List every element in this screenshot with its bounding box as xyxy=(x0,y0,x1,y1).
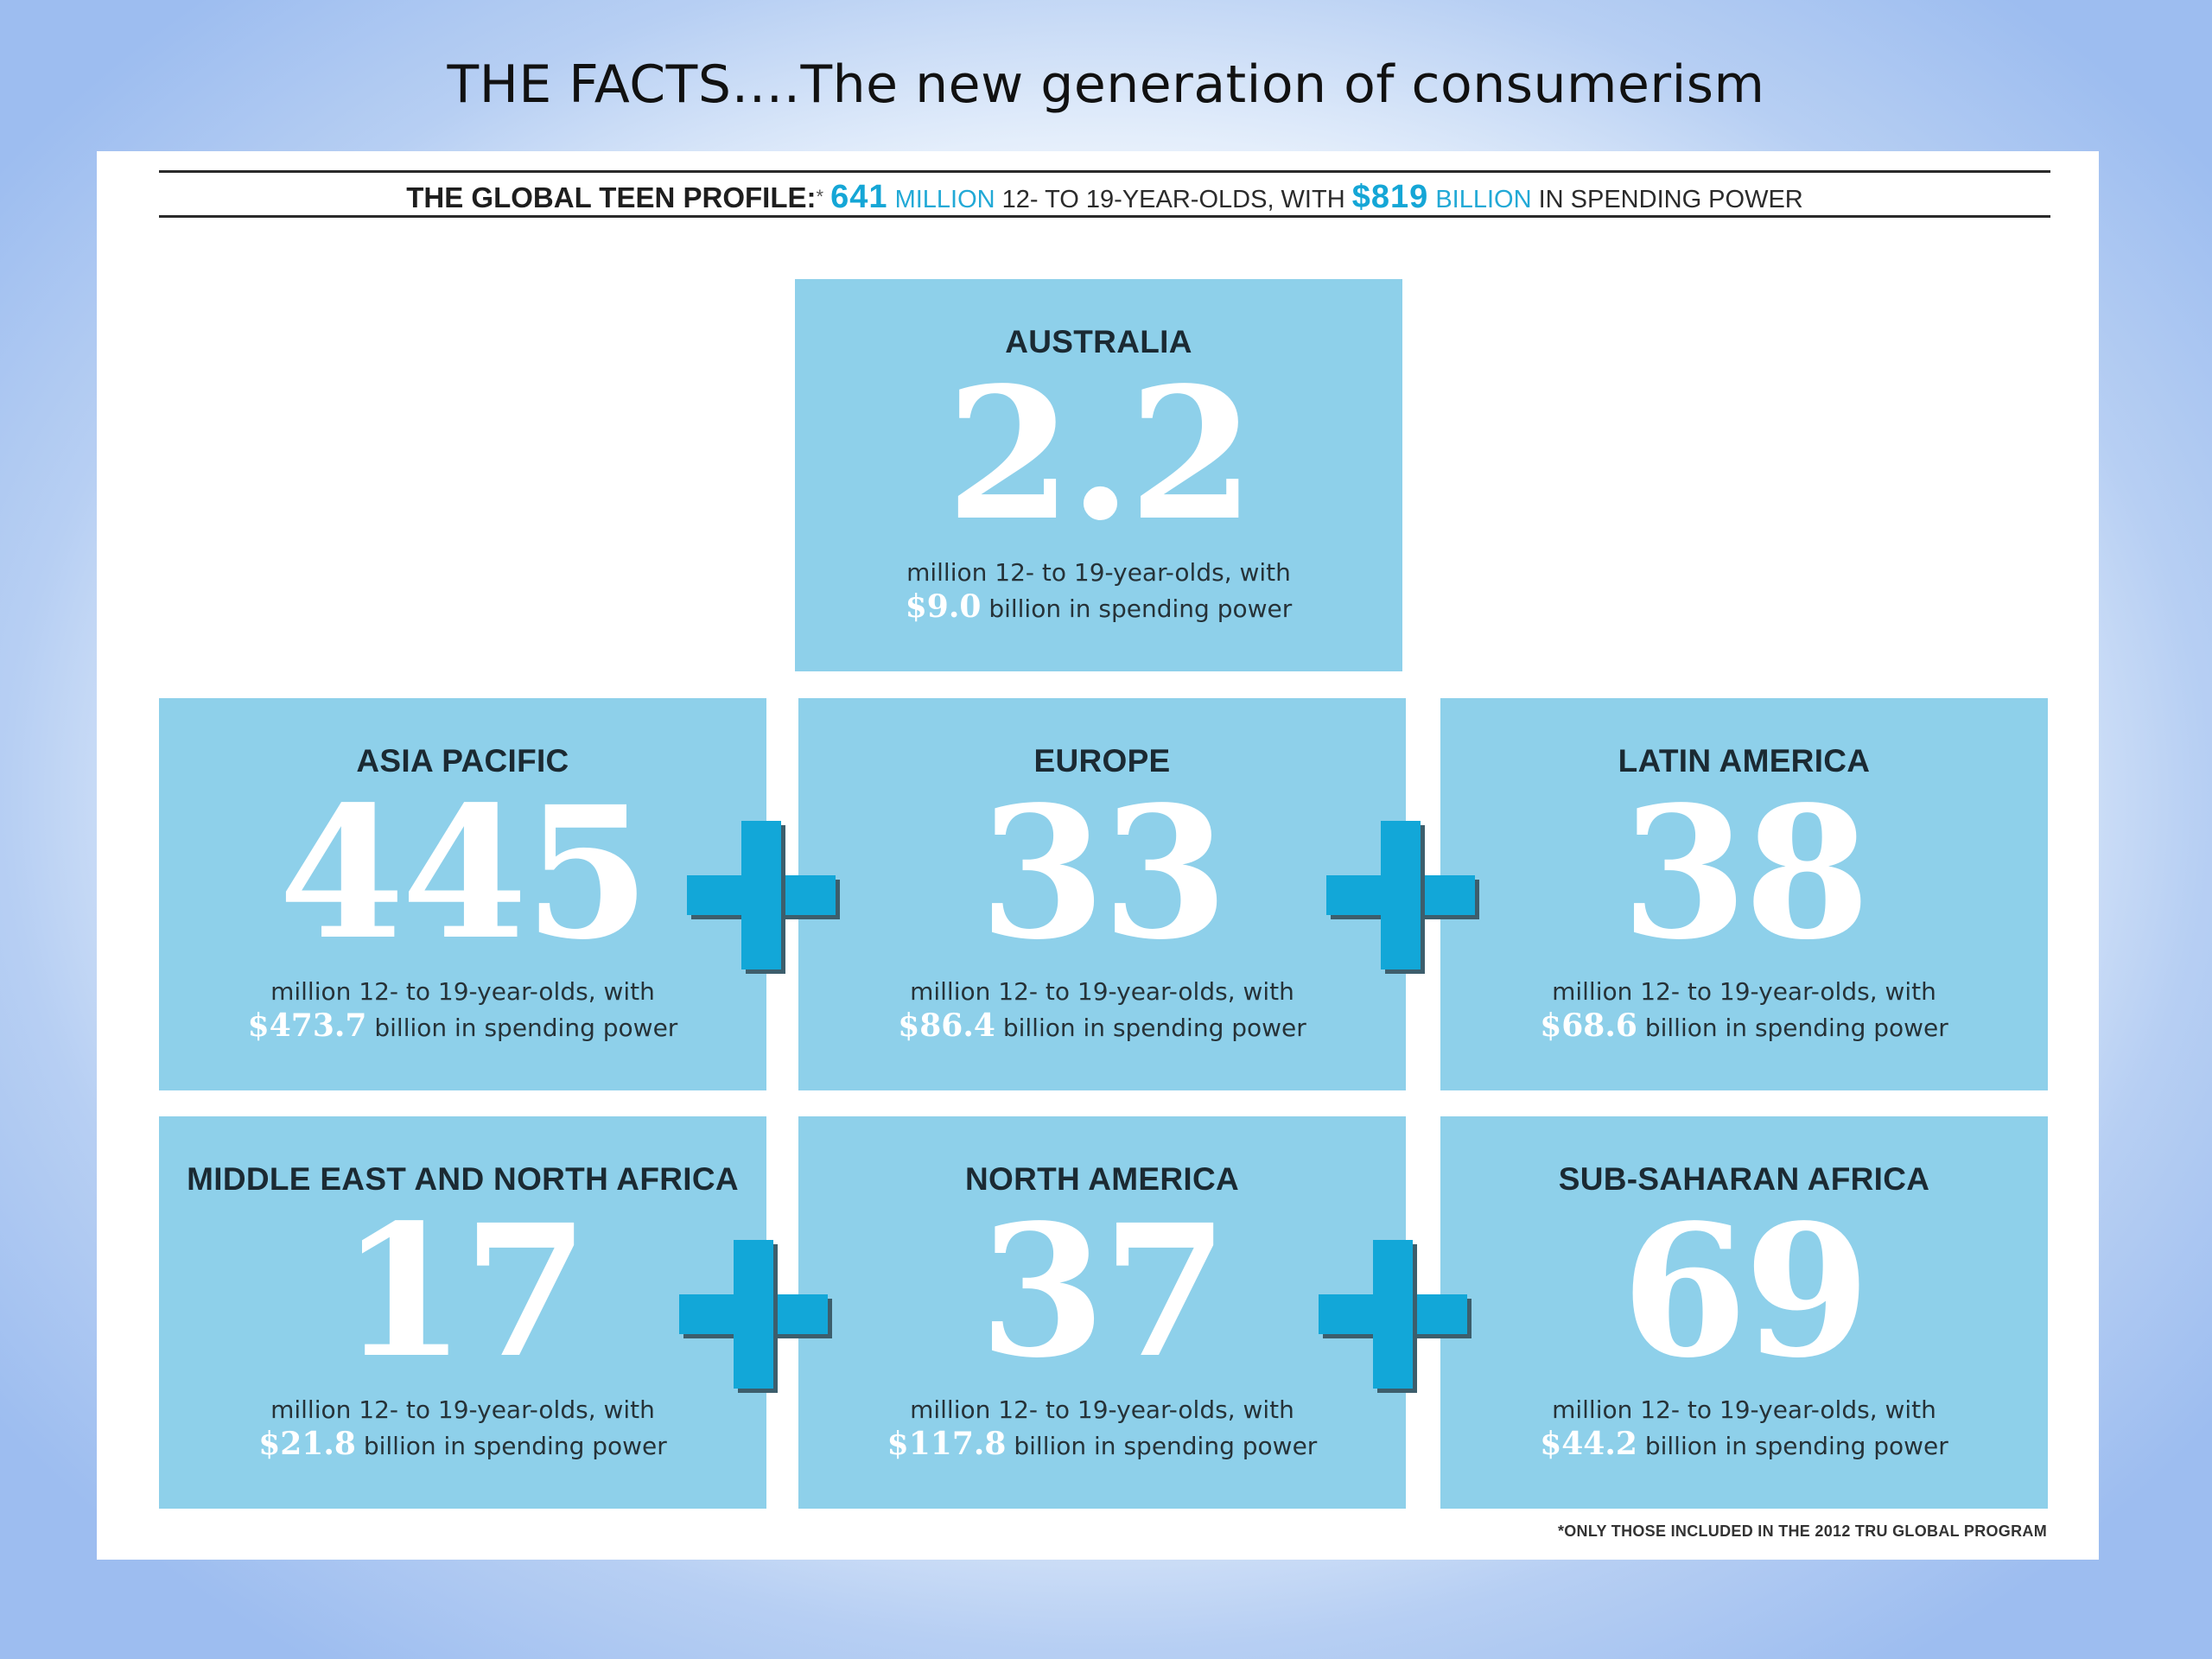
region-teen-millions: 69 xyxy=(1621,1185,1870,1398)
region-name: SUB-SAHARAN AFRICA xyxy=(1558,1161,1930,1197)
region-name: MIDDLE EAST AND NORTH AFRICA xyxy=(187,1161,739,1197)
region-tile-middle-east-north-africa: MIDDLE EAST AND NORTH AFRICA 17 million … xyxy=(159,1116,766,1509)
region-tile-north-america: NORTH AMERICA 37 million 12- to 19-year-… xyxy=(798,1116,1406,1509)
region-tile-australia: AUSTRALIA 2.2 million 12- to 19-year-old… xyxy=(795,279,1402,671)
region-name: NORTH AMERICA xyxy=(964,1161,1239,1197)
region-teen-millions: 2.2 xyxy=(945,347,1255,561)
region-spending-caption: billion in spending power xyxy=(1644,1014,1948,1042)
region-name: EUROPE xyxy=(1033,743,1171,779)
region-name: ASIA PACIFIC xyxy=(356,743,569,779)
plus-icon xyxy=(687,821,841,975)
region-name: AUSTRALIA xyxy=(1005,324,1192,359)
region-teen-millions: 37 xyxy=(979,1185,1228,1398)
region-spending-caption: billion in spending power xyxy=(1644,1432,1948,1460)
region-teen-caption: million 12- to 19-year-olds, with xyxy=(1552,977,1936,1006)
headline-spend-desc: IN SPENDING POWER xyxy=(1538,186,1803,213)
plus-icon xyxy=(1326,821,1480,975)
region-tile-latin-america: LATIN AMERICA 38 million 12- to 19-year-… xyxy=(1440,698,2048,1090)
headline-asterisk: * xyxy=(816,186,824,207)
region-spending-amount: $86.4 xyxy=(898,1007,995,1044)
region-teen-caption: million 12- to 19-year-olds, with xyxy=(1552,1395,1936,1424)
headline-spend-amount: $819 xyxy=(1351,179,1429,215)
region-spending-amount: $44.2 xyxy=(1540,1426,1637,1462)
headline-teens-desc: 12- TO 19-YEAR-OLDS, WITH xyxy=(1001,186,1345,213)
region-teen-caption: million 12- to 19-year-olds, with xyxy=(270,1395,655,1424)
region-spending: $473.7 billion in spending power xyxy=(159,1007,766,1044)
region-spending-amount: $473.7 xyxy=(247,1007,367,1044)
slide-title: THE FACTS….The new generation of consume… xyxy=(447,54,1765,115)
region-tile-europe: EUROPE 33 million 12- to 19-year-olds, w… xyxy=(798,698,1406,1090)
region-spending: $68.6 billion in spending power xyxy=(1440,1007,2048,1044)
region-spending-caption: billion in spending power xyxy=(363,1432,667,1460)
region-spending-caption: billion in spending power xyxy=(988,594,1293,623)
region-teen-millions: 33 xyxy=(979,766,1228,980)
region-tile-asia-pacific: ASIA PACIFIC 445 million 12- to 19-year-… xyxy=(159,698,766,1090)
region-spending-amount: $117.8 xyxy=(887,1426,1007,1462)
region-teen-millions: 445 xyxy=(278,766,650,980)
region-spending: $117.8 billion in spending power xyxy=(798,1426,1406,1462)
bottom-rule xyxy=(159,215,2050,218)
infographic-panel: THE GLOBAL TEEN PROFILE:* 641 MILLION 12… xyxy=(97,151,2099,1560)
region-teen-caption: million 12- to 19-year-olds, with xyxy=(910,1395,1294,1424)
region-spending-caption: billion in spending power xyxy=(1002,1014,1306,1042)
region-spending-amount: $68.6 xyxy=(1540,1007,1637,1044)
region-teen-caption: million 12- to 19-year-olds, with xyxy=(270,977,655,1006)
plus-icon xyxy=(679,1240,833,1394)
region-teen-caption: million 12- to 19-year-olds, with xyxy=(910,977,1294,1006)
region-teen-millions: 17 xyxy=(340,1185,588,1398)
region-teen-caption: million 12- to 19-year-olds, with xyxy=(906,558,1291,587)
headline-teens-unit: MILLION xyxy=(894,186,995,213)
region-spending-amount: $9.0 xyxy=(905,588,982,625)
region-spending-caption: billion in spending power xyxy=(1014,1432,1318,1460)
region-teen-millions: 38 xyxy=(1621,766,1870,980)
region-name: LATIN AMERICA xyxy=(1618,743,1871,779)
headline-lead: THE GLOBAL TEEN PROFILE: xyxy=(406,181,817,213)
region-spending: $21.8 billion in spending power xyxy=(159,1426,766,1462)
region-tile-sub-saharan-africa: SUB-SAHARAN AFRICA 69 million 12- to 19-… xyxy=(1440,1116,2048,1509)
region-spending-caption: billion in spending power xyxy=(374,1014,678,1042)
headline-teens-count: 641 xyxy=(830,179,888,215)
region-spending: $9.0 billion in spending power xyxy=(795,588,1402,625)
footnote: *ONLY THOSE INCLUDED IN THE 2012 TRU GLO… xyxy=(1557,1522,2047,1540)
headline-spend-unit: BILLION xyxy=(1435,186,1532,213)
region-spending: $44.2 billion in spending power xyxy=(1440,1426,2048,1462)
plus-icon xyxy=(1319,1240,1472,1394)
region-spending-amount: $21.8 xyxy=(258,1426,356,1462)
top-rule xyxy=(159,170,2050,173)
global-teen-profile-headline: THE GLOBAL TEEN PROFILE:* 641 MILLION 12… xyxy=(159,175,2050,219)
region-spending: $86.4 billion in spending power xyxy=(798,1007,1406,1044)
